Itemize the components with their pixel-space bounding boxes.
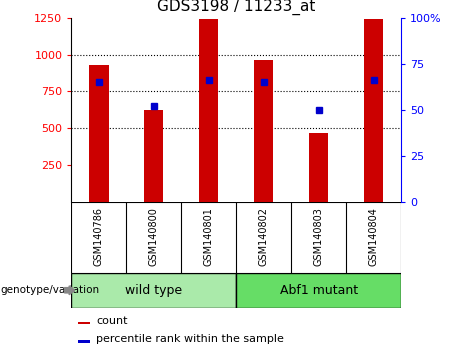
Title: GDS3198 / 11233_at: GDS3198 / 11233_at <box>157 0 315 15</box>
Text: GSM140786: GSM140786 <box>94 207 104 267</box>
Text: GSM140800: GSM140800 <box>149 207 159 266</box>
Bar <box>89 65 108 202</box>
Bar <box>254 61 273 202</box>
Text: wild type: wild type <box>125 284 183 297</box>
Text: GSM140801: GSM140801 <box>204 207 214 266</box>
Bar <box>144 110 164 202</box>
Text: genotype/variation: genotype/variation <box>0 285 99 295</box>
Bar <box>71 273 236 308</box>
Text: Abf1 mutant: Abf1 mutant <box>280 284 358 297</box>
Bar <box>199 19 219 202</box>
Text: percentile rank within the sample: percentile rank within the sample <box>96 335 284 344</box>
Bar <box>236 273 401 308</box>
Bar <box>78 322 89 324</box>
Text: GSM140802: GSM140802 <box>259 207 269 267</box>
Text: count: count <box>96 316 128 326</box>
Bar <box>364 19 383 202</box>
Bar <box>78 341 89 343</box>
Bar <box>309 133 328 202</box>
Text: GSM140803: GSM140803 <box>313 207 324 266</box>
Text: GSM140804: GSM140804 <box>369 207 378 266</box>
